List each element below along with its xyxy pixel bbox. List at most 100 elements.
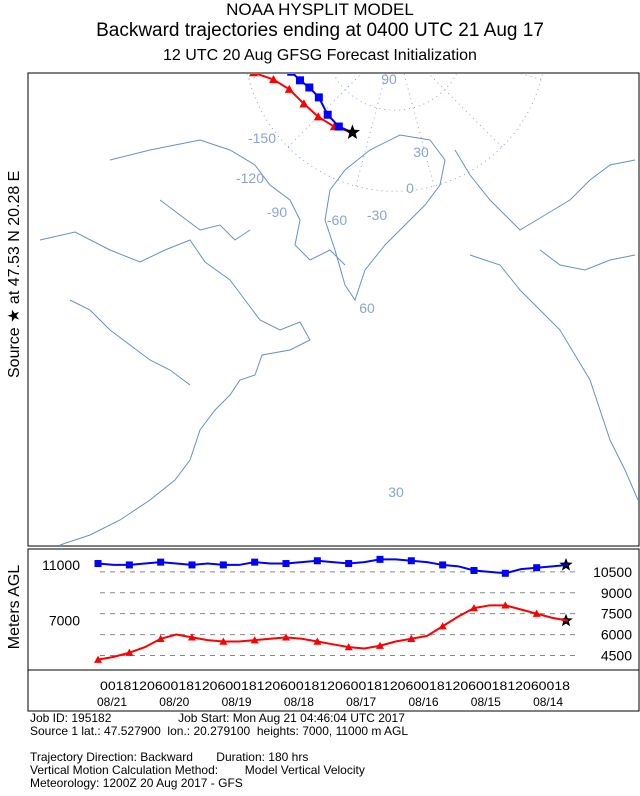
blue-trajectory-marker: [348, 20, 356, 28]
x-tick-labels: 0018120600181206001812060018120600181206…: [100, 679, 570, 693]
blue-trajectory-marker: [366, 15, 374, 23]
latitude-circle: [333, 74, 457, 111]
red-height-marker: [344, 643, 353, 651]
blue-trajectory-marker: [337, 24, 345, 32]
grid-label: 60: [359, 300, 375, 316]
coastline: [539, 249, 636, 271]
grid-label: 30: [388, 484, 404, 500]
date-label: 08/17: [346, 695, 376, 709]
red-trajectory-marker: [248, 74, 258, 77]
blue-trajectory-marker: [357, 16, 365, 24]
blue-trajectory-marker: [383, 14, 391, 22]
meridian-line: [249, 1, 384, 37]
start-height-label: 11000: [42, 557, 80, 573]
red-height-marker: [501, 601, 510, 609]
job-info-line1: Job ID: 195182 Job Start: Mon Aug 21 04:…: [30, 711, 405, 725]
date-label: 08/21: [97, 695, 127, 709]
blue-height-marker: [345, 560, 353, 568]
red-height-marker: [532, 609, 541, 617]
blue-height-marker: [94, 560, 102, 568]
grid-label: -120: [236, 170, 264, 186]
date-label: 08/18: [284, 695, 314, 709]
grid-label: 30: [413, 144, 429, 160]
blue-trajectory-marker: [334, 122, 343, 131]
grid-label: -60: [327, 212, 347, 228]
red-height-marker: [313, 637, 322, 645]
blue-trajectory-marker: [314, 93, 323, 102]
red-trajectory-marker: [250, 11, 259, 19]
blue-height-marker: [439, 561, 447, 569]
blue-trajectory-marker: [392, 2, 400, 10]
blue-trajectory-marker: [295, 76, 304, 85]
meridian-line: [428, 74, 503, 148]
blue-height-marker: [501, 569, 509, 577]
map-background: -150 -120 -90 -60 -30 0 30 90 60 30: [39, 0, 638, 545]
meridian-line: [355, 74, 387, 187]
meridian-line: [403, 0, 502, 32]
coastline: [109, 139, 346, 266]
blue-trajectory-marker: [305, 83, 314, 92]
y-tick-label: 7500: [601, 606, 632, 622]
red-trajectory-marker: [242, 62, 251, 70]
blue-height-marker: [125, 561, 133, 569]
y-tick-label: 6000: [601, 627, 632, 643]
blue-height-marker: [407, 557, 415, 565]
blue-height-marker: [313, 557, 321, 565]
red-height-marker: [470, 604, 478, 612]
coastline: [454, 149, 636, 231]
blue-trajectory-marker: [377, 15, 385, 23]
red-height-marker: [94, 655, 102, 663]
red-trajectory-marker: [313, 112, 323, 121]
job-info: Job ID: 195182 Job Start: Mon Aug 21 04:…: [30, 712, 408, 790]
date-label: 08/14: [533, 695, 563, 709]
coastline: [69, 299, 191, 386]
blue-height-marker: [157, 558, 165, 566]
y-tick-label: 10500: [593, 564, 632, 580]
coastline: [324, 134, 446, 302]
coastline: [469, 254, 638, 501]
meridian-line: [248, 74, 271, 80]
blue-height-marker: [188, 561, 196, 569]
blue-trajectory-marker: [281, 55, 289, 63]
blue-height-marker: [282, 560, 290, 568]
meridian-line: [356, 0, 392, 29]
red-height-marker: [188, 633, 196, 641]
grid-label: -30: [367, 207, 387, 223]
forecast-init: 12 UTC 20 Aug GFSG Forecast Initializati…: [163, 47, 477, 64]
blue-height-line: [97, 558, 569, 575]
y-tick-label: 9000: [601, 585, 632, 601]
red-height-marker: [438, 622, 447, 630]
time-axis-frame: [27, 669, 640, 712]
source-star-icon: [344, 124, 361, 139]
grid-label: -90: [267, 204, 287, 220]
blue-trajectory-marker: [324, 28, 332, 36]
y-tick-label: 4500: [601, 647, 632, 663]
blue-height-marker: [219, 561, 227, 569]
date-label: 08/16: [408, 695, 438, 709]
date-label: 08/15: [471, 695, 501, 709]
chart-title: NOAA HYSPLIT MODEL: [226, 0, 414, 19]
red-trajectory-line: [254, 74, 353, 134]
height-panel: 10500 9000 7500 6000 4500 11000 7000: [42, 555, 632, 663]
blue-height-marker: [376, 555, 384, 563]
job-info-line4: Trajectory Direction: Backward Duration:…: [30, 750, 309, 764]
grid-label: 0: [406, 180, 414, 196]
chart-subtitle: Backward trajectories ending at 0400 UTC…: [96, 20, 544, 41]
blue-height-marker: [470, 567, 478, 574]
grid-label: 90: [381, 71, 397, 87]
grid-label: -150: [248, 130, 276, 146]
red-trajectory-marker: [263, 0, 272, 5]
meridian-line: [406, 1, 541, 37]
red-trajectory-marker: [242, 36, 251, 44]
blue-trajectory-marker: [287, 74, 296, 76]
meridian-line: [403, 74, 435, 187]
trajectory-layer: [242, 0, 400, 139]
coastline: [159, 199, 251, 241]
blue-trajectory-marker: [323, 110, 332, 119]
blue-trajectory-marker: [389, 11, 397, 19]
latitude-circle: [247, 74, 543, 192]
map-frame: [27, 72, 640, 547]
job-info-line5: Vertical Motion Calculation Method: Mode…: [30, 763, 365, 777]
red-height-line: [97, 604, 569, 661]
